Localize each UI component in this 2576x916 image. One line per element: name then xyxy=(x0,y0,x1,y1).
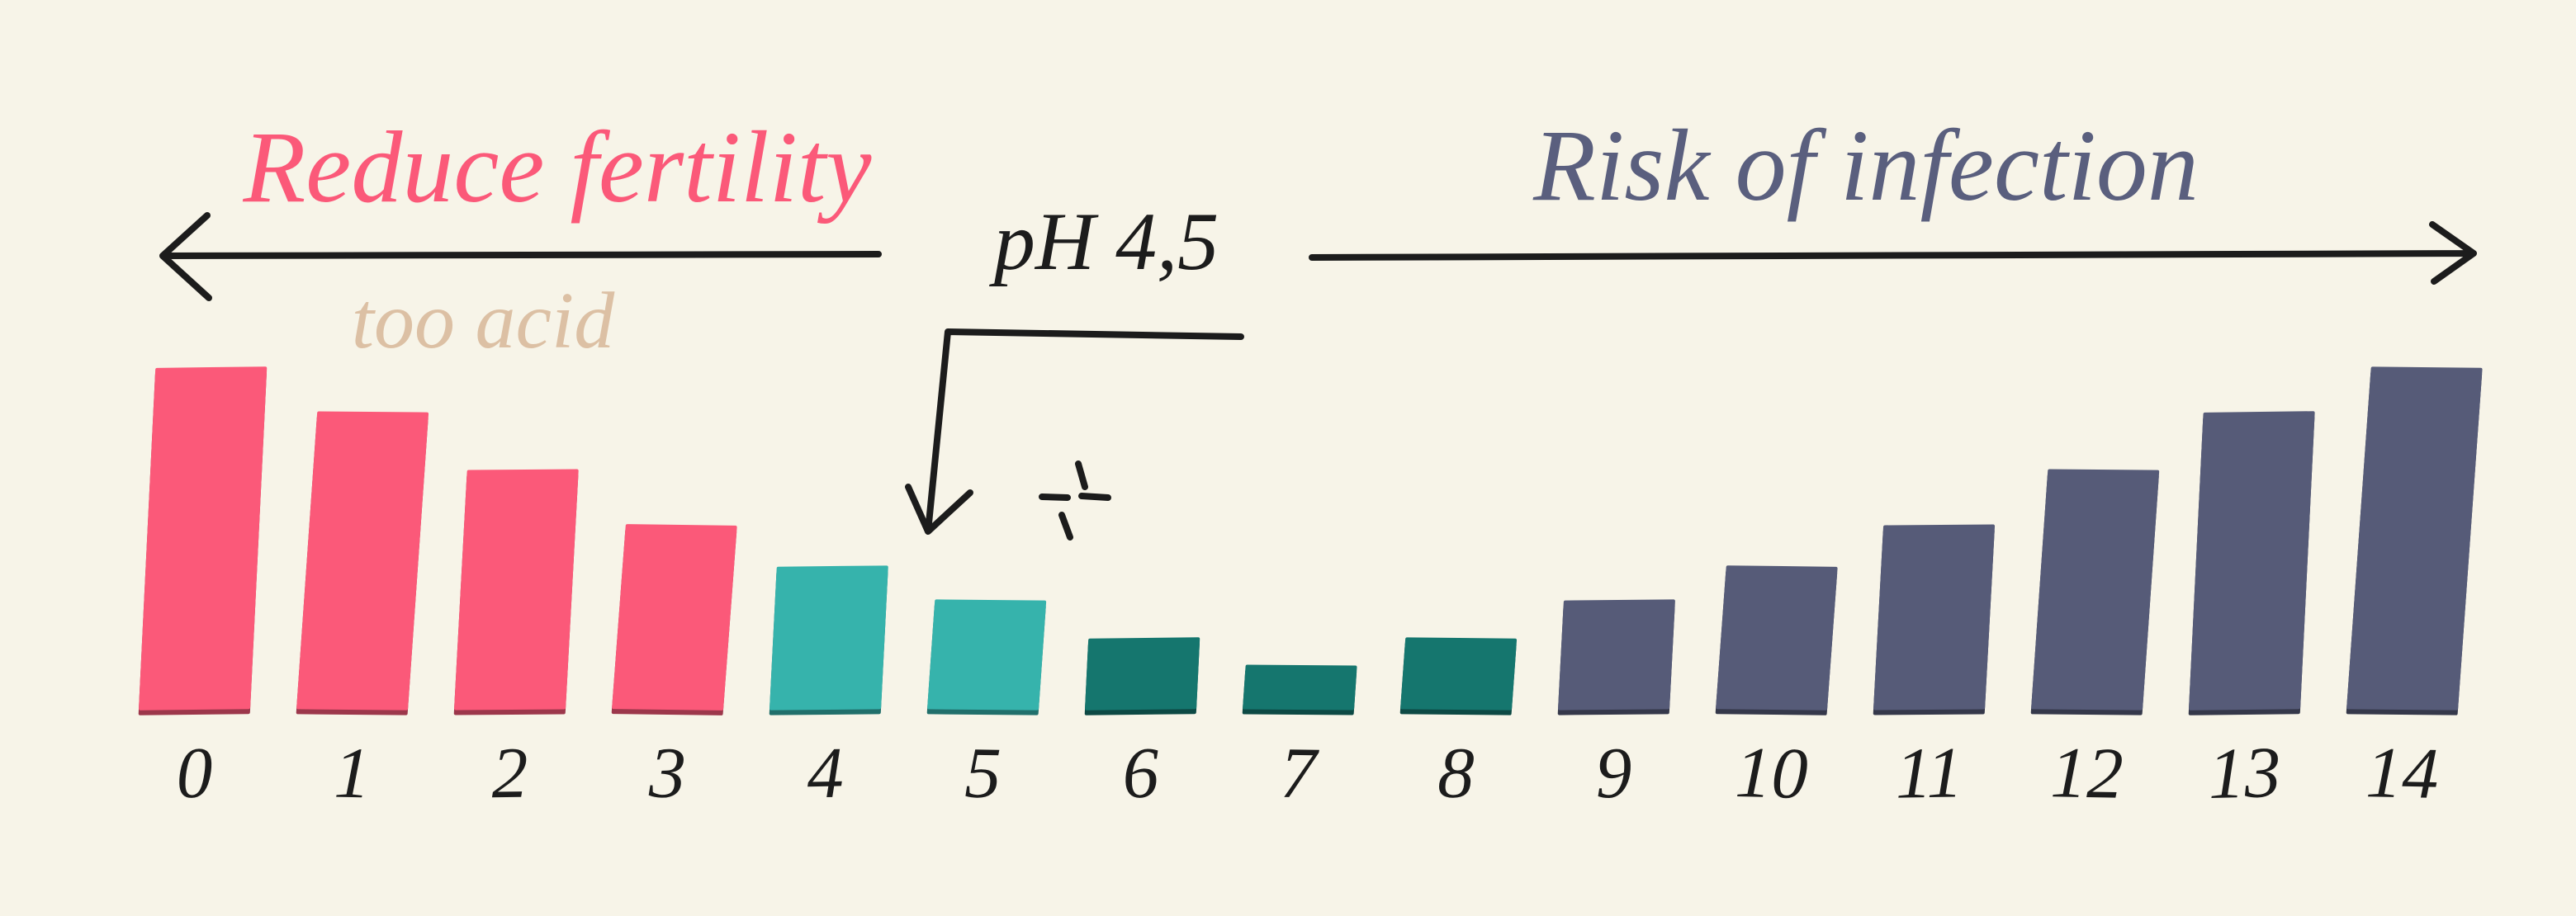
bar-label-0: 0 xyxy=(175,733,214,814)
bar-label-10: 10 xyxy=(1734,732,1809,815)
bar-label-13: 13 xyxy=(2207,732,2282,815)
bar-label-9: 9 xyxy=(1594,733,1633,814)
risk-of-infection-label: Risk of infection xyxy=(1533,109,2199,222)
bar-ph-5 xyxy=(927,599,1047,711)
bar-slot-1: 1 xyxy=(273,367,431,814)
bar-label-6: 6 xyxy=(1121,733,1160,814)
bar-label-7: 7 xyxy=(1279,733,1318,814)
bar-slot-9: 9 xyxy=(1535,367,1693,814)
bar-slot-7: 7 xyxy=(1219,367,1377,814)
bar-slot-4: 4 xyxy=(746,367,904,814)
bar-ph-2 xyxy=(453,469,579,711)
bar-slot-8: 8 xyxy=(1377,367,1535,814)
reduce-fertility-label: Reduce fertility xyxy=(243,111,872,224)
right-arrow-icon xyxy=(1309,221,2477,285)
bar-ph-10 xyxy=(1716,565,1838,711)
bar-ph-4 xyxy=(769,565,888,711)
bar-ph-6 xyxy=(1084,637,1200,711)
bar-slot-14: 14 xyxy=(2323,366,2483,814)
bar-slot-5: 5 xyxy=(904,367,1062,814)
bar-label-11: 11 xyxy=(1895,733,1963,814)
bars-row: 0 1 2 3 4 5 6 7 8 9 10 11 12 13 14 xyxy=(116,366,2483,814)
bar-ph-12 xyxy=(2031,469,2160,711)
bar-ph-1 xyxy=(296,411,429,711)
bar-label-14: 14 xyxy=(2365,733,2440,814)
bar-label-12: 12 xyxy=(2049,733,2124,814)
bar-slot-3: 3 xyxy=(589,367,746,814)
bar-slot-12: 12 xyxy=(2008,367,2166,814)
too-acid-label: too acid xyxy=(351,276,615,366)
bar-ph-13 xyxy=(2188,411,2315,711)
bar-slot-0: 0 xyxy=(116,366,273,814)
bar-ph-0 xyxy=(138,366,268,711)
bar-label-3: 3 xyxy=(648,733,687,814)
bar-slot-13: 13 xyxy=(2166,367,2323,814)
bar-ph-3 xyxy=(612,524,737,711)
bar-ph-14 xyxy=(2346,366,2483,711)
bar-ph-11 xyxy=(1873,524,1996,711)
bar-ph-7 xyxy=(1243,664,1357,711)
bar-label-1: 1 xyxy=(333,733,372,814)
bar-slot-2: 2 xyxy=(431,367,589,814)
bar-label-5: 5 xyxy=(964,733,1002,814)
bar-label-2: 2 xyxy=(490,733,529,814)
bar-label-4: 4 xyxy=(806,733,845,814)
bar-slot-10: 10 xyxy=(1693,367,1850,814)
bar-ph-9 xyxy=(1557,599,1676,711)
bar-slot-11: 11 xyxy=(1850,367,2008,814)
bar-ph-8 xyxy=(1400,637,1518,711)
ph-callout-label: pH 4,5 xyxy=(993,196,1219,287)
bar-slot-6: 6 xyxy=(1062,367,1219,814)
bar-label-8: 8 xyxy=(1437,733,1475,814)
